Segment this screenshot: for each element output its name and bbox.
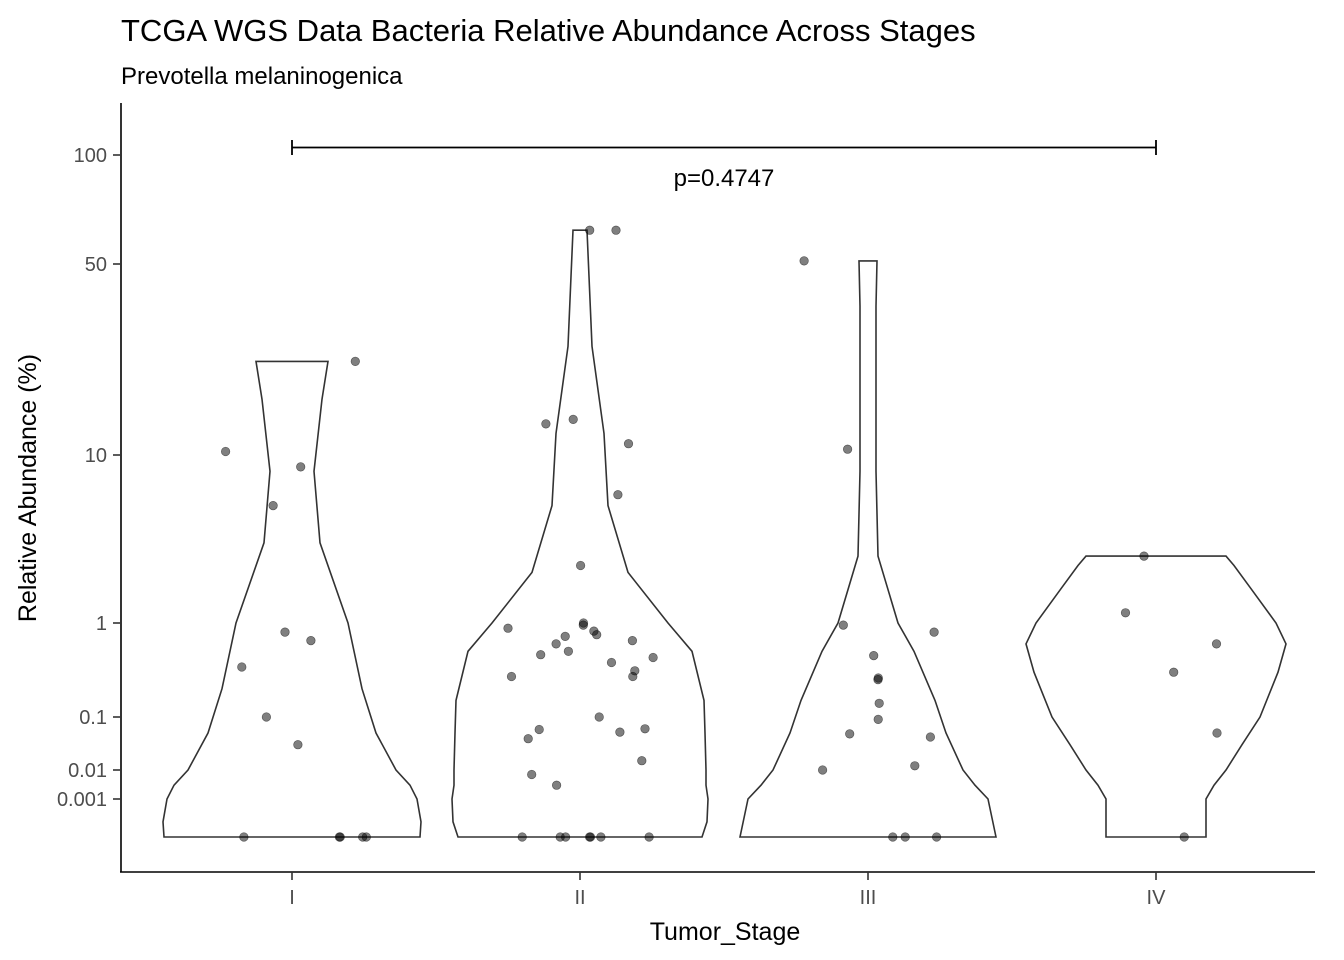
data-point (888, 832, 898, 842)
data-point (1212, 728, 1222, 738)
data-point (534, 724, 544, 735)
data-point (523, 734, 533, 744)
data-point (627, 635, 638, 646)
data-point (261, 712, 272, 722)
data-point (838, 620, 848, 630)
data-point (551, 639, 561, 649)
data-point (585, 225, 595, 235)
data-point (560, 631, 570, 642)
data-point (594, 712, 604, 722)
data-point (268, 501, 278, 511)
data-point (900, 832, 910, 842)
x-tick-label: III (860, 887, 877, 909)
data-point (503, 623, 513, 633)
data-point (1211, 639, 1222, 649)
y-tick-label: 0.01 (68, 760, 107, 782)
data-point (869, 650, 879, 661)
data-point (628, 671, 638, 682)
x-axis-title: Tumor_Stage (650, 918, 801, 946)
p-value-label: p=0.4747 (674, 165, 775, 192)
y-axis: 0.001 0.01 0.1 1 10 50 100 (57, 145, 121, 811)
data-point (596, 832, 606, 842)
x-tick-label: II (574, 887, 585, 909)
data-point (842, 444, 853, 454)
x-tick-label: I (289, 887, 295, 909)
data-point (1169, 667, 1179, 677)
data-point (623, 439, 634, 449)
data-point (517, 832, 527, 842)
chart-subtitle: Prevotella melaninogenica (121, 63, 403, 90)
data-point (817, 765, 828, 775)
data-point (648, 652, 658, 663)
data-point (221, 446, 231, 457)
data-point (644, 832, 654, 842)
data-point (551, 780, 562, 790)
comparison-bracket: p=0.4747 (291, 140, 1157, 192)
data-point (578, 620, 588, 630)
violins (162, 229, 1287, 838)
data-point (592, 630, 602, 640)
data-point (873, 674, 883, 685)
y-tick-label: 0.1 (79, 707, 107, 729)
violin-IV (1025, 555, 1287, 838)
data-point (575, 560, 586, 571)
data-point (506, 671, 517, 682)
x-tick-label: IV (1147, 887, 1167, 909)
data-point (929, 627, 939, 637)
data-point (873, 714, 883, 725)
y-tick-label: 100 (74, 145, 107, 167)
data-point (239, 832, 249, 842)
data-point (237, 662, 247, 672)
chart-title: TCGA WGS Data Bacteria Relative Abundanc… (121, 13, 976, 48)
data-point (1139, 551, 1149, 561)
data-point (845, 729, 855, 739)
violin-II (451, 229, 709, 838)
data-point (334, 832, 345, 842)
data-point (280, 627, 290, 637)
data-points (221, 225, 1222, 842)
data-point (568, 414, 578, 425)
data-point (640, 724, 650, 734)
violin-I (162, 360, 422, 838)
data-point (931, 832, 942, 842)
data-point (799, 256, 809, 266)
data-point (560, 832, 571, 842)
data-point (910, 761, 920, 771)
y-tick-label: 0.001 (57, 789, 107, 811)
data-point (613, 490, 623, 500)
data-point (874, 698, 884, 708)
violin-III (739, 260, 997, 838)
data-point (293, 740, 303, 750)
data-point (527, 769, 537, 780)
data-point (350, 356, 360, 367)
data-point (1179, 832, 1189, 842)
data-point (637, 756, 647, 766)
data-point (925, 732, 936, 742)
y-tick-label: 1 (96, 613, 107, 635)
data-point (563, 646, 574, 656)
data-point (361, 832, 371, 842)
data-point (611, 225, 621, 235)
data-point (296, 462, 306, 472)
data-point (1120, 608, 1131, 618)
data-point (585, 832, 596, 842)
x-axis: I II III IV (289, 872, 1166, 909)
data-point (606, 657, 617, 668)
data-point (306, 635, 316, 646)
y-tick-label: 10 (85, 445, 107, 467)
y-tick-label: 50 (85, 254, 107, 276)
data-point (536, 650, 546, 660)
y-axis-title: Relative Abundance (%) (14, 354, 42, 622)
data-point (615, 727, 625, 737)
data-point (541, 419, 551, 429)
